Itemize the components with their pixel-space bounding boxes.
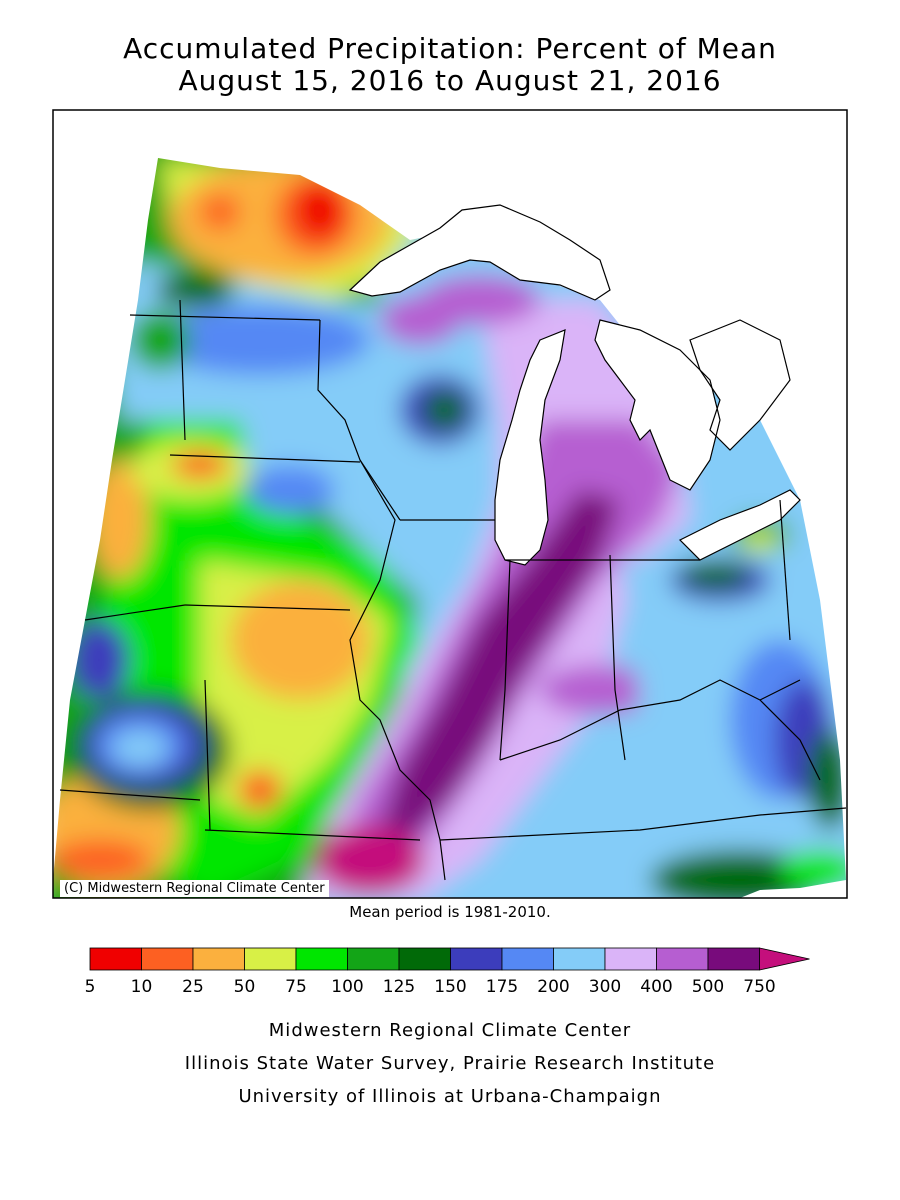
- color-scale-bar: [89, 947, 810, 971]
- lake-superior-shore: [348, 204, 611, 301]
- minnesota-wisconsin-line: [317, 319, 401, 521]
- color-swatch-10: [141, 947, 194, 971]
- field-darkpurple-main: [380, 490, 620, 840]
- lake-erie: [680, 490, 800, 560]
- color-swatch-500: [707, 947, 760, 971]
- color-swatch-75: [295, 947, 348, 971]
- field-orange-arrowhead: [200, 194, 240, 230]
- field-darkgreen-oh: [680, 561, 750, 589]
- scale-label-200: 200: [537, 977, 570, 997]
- wv-ky-line: [759, 699, 821, 781]
- lake-erie-shore: [678, 489, 801, 561]
- iowa-mo-line: [184, 604, 351, 611]
- field-green-mn: [130, 310, 190, 370]
- il-in-line: [499, 559, 511, 761]
- field-lightblue-ne: [112, 730, 168, 766]
- canada-land-north: [400, 180, 790, 390]
- scale-label-25: 25: [182, 977, 204, 997]
- scale-label-100: 100: [331, 977, 364, 997]
- in-oh-line: [609, 554, 626, 761]
- scale-label-10: 10: [130, 977, 153, 997]
- field-orange-mn: [172, 451, 228, 479]
- mn-iowa-line: [169, 454, 361, 463]
- color-swatch-400: [656, 947, 709, 971]
- oh-pa-line: [779, 499, 791, 641]
- color-swatch-200: [553, 947, 606, 971]
- scale-label-125: 125: [382, 977, 416, 997]
- scale-label-750: 750: [743, 977, 776, 997]
- color-swatch-125: [398, 947, 451, 971]
- lake-huron: [595, 320, 720, 490]
- tn-ky-line: [439, 807, 847, 841]
- field-darkgreen-wi: [423, 390, 467, 430]
- color-swatch-25: [192, 947, 245, 971]
- field-blue-wi: [245, 465, 335, 515]
- color-swatch-175: [501, 947, 554, 971]
- state-boundaries: [59, 204, 847, 881]
- map-frame: [52, 109, 848, 899]
- ne-ks-line: [204, 679, 211, 831]
- field-green-tn: [780, 850, 846, 890]
- field-red-ks: [53, 840, 150, 880]
- ne-sd-line: [59, 789, 201, 801]
- copyright-label: (C) Midwestern Regional Climate Center: [60, 880, 329, 897]
- scale-label-300: 300: [588, 977, 622, 997]
- color-swatch-100: [347, 947, 400, 971]
- scale-label-50: 50: [233, 977, 256, 997]
- field-blue-mn: [150, 305, 370, 375]
- lake-michigan-shore: [494, 329, 566, 566]
- color-swatch-arrow: [759, 947, 810, 971]
- credit-university: University of Illinois at Urbana-Champai…: [238, 1086, 662, 1107]
- sd-ne-line: [84, 604, 186, 621]
- mean-period-note: Mean period is 1981-2010.: [349, 903, 551, 921]
- credit-survey: Illinois State Water Survey, Prairie Res…: [184, 1053, 716, 1074]
- field-purple-indiana: [540, 665, 660, 715]
- field-magenta-mo: [315, 825, 425, 895]
- sd-nd-line: [129, 314, 321, 321]
- great-lakes: [350, 180, 800, 565]
- color-swatch-300: [604, 947, 657, 971]
- field-purple-superior2: [420, 275, 540, 325]
- nd-mn-line: [179, 299, 186, 441]
- scale-label-500: 500: [691, 977, 725, 997]
- field-indigo-sd: [70, 620, 130, 700]
- map-title: Accumulated Precipitation: Percent of Me…: [123, 32, 777, 65]
- credit-organization: Midwestern Regional Climate Center: [268, 1020, 632, 1041]
- precipitation-field: [53, 158, 846, 898]
- field-darkgreen-wv: [808, 730, 846, 830]
- field-darkgreen-mn: [155, 272, 235, 308]
- mississippi-river: [349, 459, 446, 881]
- scale-label-175: 175: [485, 977, 519, 997]
- color-swatch-50: [244, 947, 297, 971]
- georgian-bay-shore: [689, 319, 791, 451]
- field-orange-mo: [238, 770, 282, 810]
- color-swatch-5: [89, 947, 142, 971]
- field-red-north: [295, 180, 345, 240]
- map-date-range: August 15, 2016 to August 21, 2016: [178, 64, 722, 97]
- scale-label-400: 400: [640, 977, 673, 997]
- scale-label-5: 5: [84, 977, 96, 997]
- scale-label-75: 75: [285, 977, 307, 997]
- color-swatch-150: [450, 947, 503, 971]
- field-orange-iowa: [230, 580, 370, 700]
- mo-ar-line: [204, 829, 421, 841]
- lake-michigan: [495, 330, 565, 565]
- scale-label-150: 150: [434, 977, 467, 997]
